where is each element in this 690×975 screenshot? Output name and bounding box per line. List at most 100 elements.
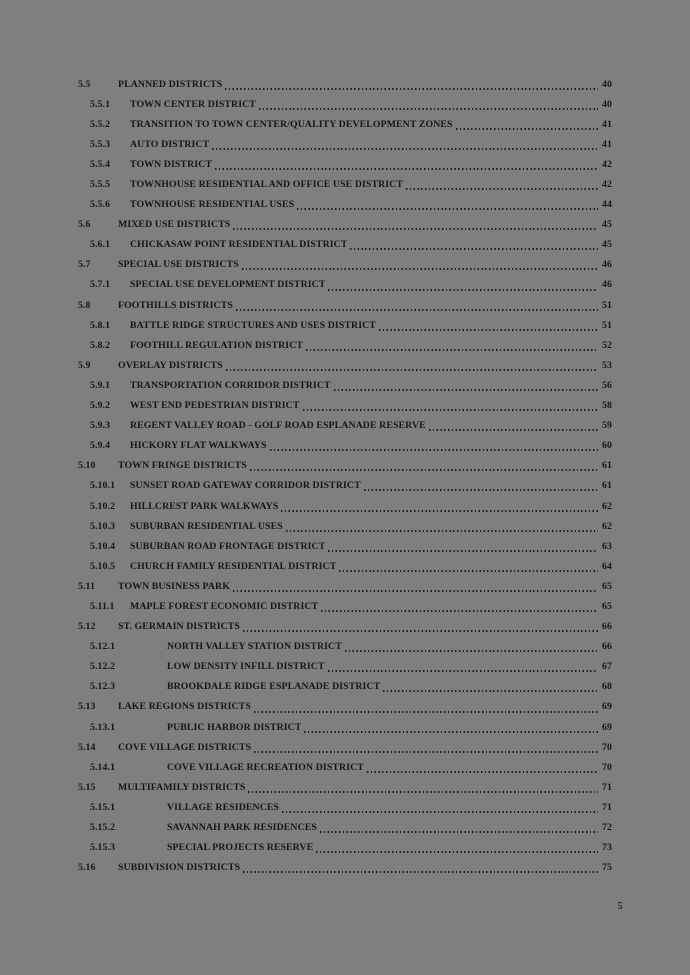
toc-entry-number: 5.13.1 <box>90 721 116 733</box>
toc-entry-title: Overlay Districts <box>118 359 223 371</box>
toc-entry-title: Special Projects Reserve <box>167 842 314 854</box>
toc-entry[interactable]: 5.8.1 Battle Ridge Structures and Uses D… <box>0 315 690 335</box>
toc-entry[interactable]: 5.9.3 Regent Valley Road - Golf Road Esp… <box>0 416 690 436</box>
toc-entry[interactable]: 5.6.1 Chickasaw Point Residential Distri… <box>0 235 690 255</box>
toc-entry[interactable]: 5.5.4 Town District 42 <box>0 154 690 174</box>
toc-entry-title: Savannah Park Residences <box>167 822 317 834</box>
toc-entry[interactable]: 5.14.1 Cove Village Recreation District … <box>0 757 690 777</box>
dot-leader <box>248 790 598 793</box>
toc-entry-page: 63 <box>602 540 612 552</box>
toc-entry[interactable]: 5.5.2 Transition to Town Center/Quality … <box>0 114 690 134</box>
toc-entry-title: West End Pedestrian District <box>130 400 300 412</box>
toc-entry-number: 5.12.1 <box>90 641 116 653</box>
toc-entry-title: Hillcrest Park Walkways <box>130 500 279 512</box>
toc-entry-page: 42 <box>602 179 612 191</box>
toc-entry[interactable]: 5.12 St. Germain Districts 66 <box>0 617 690 637</box>
dot-leader <box>258 107 598 110</box>
toc-entry-title: Special Use Districts <box>118 259 239 271</box>
toc-entry[interactable]: 5.15.2 Savannah Park Residences 72 <box>0 817 690 837</box>
toc-entry-number: 5.10 <box>78 460 96 472</box>
toc-entry[interactable]: 5.7.1 Special Use Development District 4… <box>0 275 690 295</box>
toc-entry[interactable]: 5.14 Cove Village Districts 70 <box>0 737 690 757</box>
toc-entry-page: 46 <box>602 259 612 271</box>
toc-entry-title: Townhouse Residential and Office Use Dis… <box>130 179 403 191</box>
toc-entry-number: 5.12.3 <box>90 681 116 693</box>
toc-entry-title: Transition to Town Center/Quality Develo… <box>130 118 453 130</box>
toc-entry[interactable]: 5.10.4 Suburban Road Frontage District 6… <box>0 536 690 556</box>
toc-entry[interactable]: 5.15 Multifamily Districts 71 <box>0 777 690 797</box>
toc-entry-title: Foothills Districts <box>118 299 233 311</box>
toc-entry-title: Regent Valley Road - Golf Road Esplanade… <box>130 420 426 432</box>
toc-entry-number: 5.5.1 <box>90 98 111 110</box>
dot-leader <box>253 710 598 713</box>
toc-entry[interactable]: 5.5 Planned Districts 40 <box>0 74 690 94</box>
dot-leader <box>281 509 598 512</box>
toc-entry-page: 44 <box>602 199 612 211</box>
toc-entry[interactable]: 5.8.2 Foothill Regulation District 52 <box>0 335 690 355</box>
toc-entry[interactable]: 5.9.4 Hickory Flat Walkways 60 <box>0 436 690 456</box>
dot-leader <box>243 871 598 874</box>
toc-entry[interactable]: 5.15.3 Special Projects Reserve 73 <box>0 838 690 858</box>
toc-entry[interactable]: 5.7 Special Use Districts 46 <box>0 255 690 275</box>
toc-entry[interactable]: 5.8 Foothills Districts 51 <box>0 295 690 315</box>
toc-entry-number: 5.8.1 <box>90 319 111 331</box>
toc-entry-title: Brookdale Ridge Esplanade District <box>167 681 381 693</box>
toc-entry-number: 5.5.4 <box>90 158 111 170</box>
toc-entry[interactable]: 5.15.1 Village Residences 71 <box>0 797 690 817</box>
toc-entry[interactable]: 5.5.3 Auto District 41 <box>0 134 690 154</box>
toc-entry-title: Planned Districts <box>118 78 223 90</box>
dot-leader <box>285 529 598 532</box>
toc-entry-title: St. Germain Districts <box>118 621 240 633</box>
toc-entry-number: 5.5.2 <box>90 118 111 130</box>
toc-entry[interactable]: 5.12.2 Low Density Infill District 67 <box>0 657 690 677</box>
toc-entry-number: 5.8.2 <box>90 339 111 351</box>
toc-entry-number: 5.10.4 <box>90 540 116 552</box>
toc-entry[interactable]: 5.10 Town Fringe Districts 61 <box>0 456 690 476</box>
toc-entry[interactable]: 5.13 Lake Regions Districts 69 <box>0 697 690 717</box>
toc-entry[interactable]: 5.11 Town Business Park 65 <box>0 576 690 596</box>
toc-entry-page: 62 <box>602 500 612 512</box>
toc-entry[interactable]: 5.5.6 Townhouse Residential Uses 44 <box>0 195 690 215</box>
toc-entry-number: 5.6.1 <box>90 239 111 251</box>
toc-entry[interactable]: 5.9.1 Transportation Corridor District 5… <box>0 375 690 395</box>
toc-entry-number: 5.15 <box>78 781 96 793</box>
toc-entry-number: 5.10.3 <box>90 520 116 532</box>
dot-leader <box>254 750 598 753</box>
toc-entry[interactable]: 5.10.2 Hillcrest Park Walkways 62 <box>0 496 690 516</box>
toc-entry-title: Town Fringe Districts <box>118 460 247 472</box>
toc-entry-number: 5.10.2 <box>90 500 116 512</box>
toc-entry[interactable]: 5.9 Overlay Districts 53 <box>0 355 690 375</box>
toc-entry-title: Auto District <box>130 138 210 150</box>
toc-entry-page: 41 <box>602 118 612 130</box>
toc-entry[interactable]: 5.16 Subdivision Districts 75 <box>0 858 690 878</box>
toc-entry[interactable]: 5.6 Mixed Use Districts 45 <box>0 215 690 235</box>
toc-entry[interactable]: 5.10.5 Church Family Residential Distric… <box>0 556 690 576</box>
toc-entry[interactable]: 5.5.1 Town Center District 40 <box>0 94 690 114</box>
toc-entry-page: 75 <box>602 862 612 874</box>
toc-entry-page: 45 <box>602 239 612 251</box>
dot-leader <box>241 268 598 271</box>
toc-entry-title: Multifamily Districts <box>118 781 246 793</box>
dot-leader <box>249 469 598 472</box>
toc-entry[interactable]: 5.12.3 Brookdale Ridge Esplanade Distric… <box>0 677 690 697</box>
toc-entry-number: 5.9 <box>78 359 91 371</box>
toc-entry[interactable]: 5.9.2 West End Pedestrian District 58 <box>0 396 690 416</box>
toc-entry[interactable]: 5.10.1 Sunset Road Gateway Corridor Dist… <box>0 476 690 496</box>
toc-entry[interactable]: 5.13.1 Public Harbor District 69 <box>0 717 690 737</box>
dot-leader <box>455 127 598 130</box>
toc-entry-page: 65 <box>602 600 612 612</box>
toc-entry[interactable]: 5.11.1 Maple Forest Economic District 65 <box>0 596 690 616</box>
toc-entry-title: Sunset Road Gateway Corridor District <box>130 480 361 492</box>
toc-entry-page: 51 <box>602 299 612 311</box>
toc-entry-number: 5.16 <box>78 862 96 874</box>
toc-entry[interactable]: 5.10.3 Suburban Residential Uses 62 <box>0 516 690 536</box>
toc-entry-number: 5.10.5 <box>90 560 116 572</box>
toc-entry-page: 61 <box>602 480 612 492</box>
dot-leader <box>327 670 598 673</box>
dot-leader <box>242 630 598 633</box>
toc-entry-title: Village Residences <box>167 801 280 813</box>
toc-entry[interactable]: 5.5.5 Townhouse Residential and Office U… <box>0 174 690 194</box>
toc-entry[interactable]: 5.12.1 North Valley Station District 66 <box>0 637 690 657</box>
footer-page-number: 5 <box>617 901 623 912</box>
